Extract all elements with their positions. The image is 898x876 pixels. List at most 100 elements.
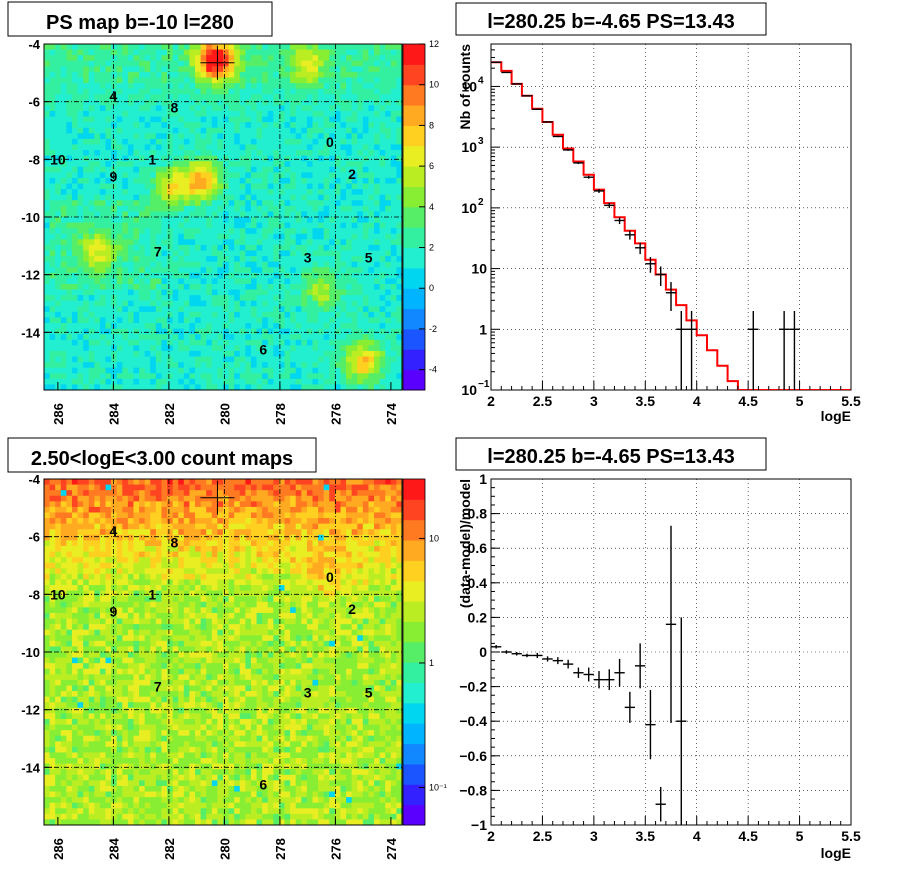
heatmap-cell [363,83,369,89]
heatmap-cell [66,546,72,552]
heatmap-cell [83,719,89,725]
heatmap-cell [212,284,218,290]
heatmap-cell [100,329,106,335]
heatmap-cell [340,77,346,83]
heatmap-cell [44,206,50,212]
heatmap-cell [161,340,167,346]
heatmap-cell [44,747,50,753]
heatmap-cell [251,217,257,223]
heatmap-cell [61,89,67,95]
heatmap-cell [363,178,369,184]
heatmap-cell [117,317,123,323]
heatmap-cell [50,814,56,820]
heatmap-cell [150,373,156,379]
heatmap-cell [234,144,240,150]
heatmap-cell [385,329,391,335]
heatmap-cell [363,55,369,61]
heatmap-cell [245,167,251,173]
heatmap-cell [83,691,89,697]
heatmap-cell [318,273,324,279]
heatmap-cell [156,284,162,290]
heatmap-cell [66,669,72,675]
heatmap-cell [380,262,386,268]
heatmap-cell [329,200,335,206]
heatmap-cell [217,223,223,229]
heatmap-cell [363,144,369,150]
heatmap-cell [285,77,291,83]
heatmap-cell [262,128,268,134]
heatmap-cell [262,362,268,368]
heatmap-cell [357,340,363,346]
heatmap-cell [44,161,50,167]
heatmap-cell [145,223,151,229]
y-tick-label: 10 [461,382,477,398]
heatmap-cell [212,195,218,201]
heatmap-cell [61,317,67,323]
heatmap-cell [94,178,100,184]
heatmap-cell [117,161,123,167]
heatmap-cell [290,334,296,340]
x-tick-label: 5.5 [841,393,861,409]
heatmap-cell [44,764,50,770]
heatmap-cell [94,747,100,753]
heatmap-cell [66,234,72,240]
heatmap-cell [100,702,106,708]
heatmap-cell [195,94,201,100]
heatmap-cell [72,563,78,569]
heatmap-cell [150,44,156,50]
heatmap-cell [78,89,84,95]
y-tick-label: 1 [479,321,487,337]
heatmap-cell [368,184,374,190]
heatmap-cell [145,306,151,312]
heatmap-cell [122,211,128,217]
heatmap-cell [285,206,291,212]
heatmap-cell [229,139,235,145]
heatmap-cell [61,262,67,268]
heatmap-cell [346,105,352,111]
heatmap-cell [111,206,117,212]
heatmap-cell [189,206,195,212]
heatmap-cell [111,512,117,518]
heatmap-cell [178,200,184,206]
heatmap-cell [340,234,346,240]
heatmap-cell [189,150,195,156]
heatmap-cell [66,803,72,809]
heatmap-cell [139,239,145,245]
heatmap-cell [189,284,195,290]
heatmap-cell [301,295,307,301]
heatmap-cell [150,228,156,234]
heatmap-cell [296,290,302,296]
heatmap-cell [195,368,201,374]
heatmap-cell [329,317,335,323]
heatmap-cell [363,379,369,385]
heatmap-cell [78,256,84,262]
heatmap-cell [134,144,140,150]
heatmap-cell [122,329,128,335]
heatmap-cell [134,89,140,95]
heatmap-cell [340,345,346,351]
heatmap-cell [385,206,391,212]
heatmap-cell [128,61,134,67]
heatmap-cell [55,747,61,753]
heatmap-cell [329,368,335,374]
heatmap-cell [313,44,319,50]
heatmap-cell [380,250,386,256]
heatmap-cell [368,223,374,229]
heatmap-cell [368,200,374,206]
heatmap-cell [324,239,330,245]
heatmap-cell [128,306,134,312]
heatmap-cell [273,77,279,83]
heatmap-cell [44,635,50,641]
heatmap-cell [178,340,184,346]
heatmap-cell [44,117,50,123]
heatmap-cell [380,144,386,150]
heatmap-cell [368,340,374,346]
heatmap-cell [167,323,173,329]
heatmap-cell [100,752,106,758]
heatmap-cell [385,94,391,100]
heatmap-cell [301,139,307,145]
heatmap-cell [324,150,330,156]
heatmap-cell [301,334,307,340]
heatmap-cell [391,312,397,318]
heatmap-cell [223,100,229,106]
